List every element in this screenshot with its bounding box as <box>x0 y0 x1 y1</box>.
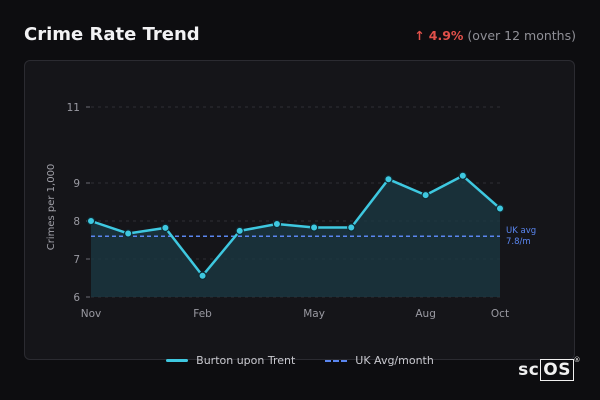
chart-legend: Burton upon Trent UK Avg/month <box>0 354 600 367</box>
data-point <box>123 229 133 238</box>
y-tick-label: 8 <box>73 216 80 228</box>
legend-series-swatch <box>166 359 189 362</box>
data-point <box>272 219 282 229</box>
y-tick-label: 6 <box>73 292 80 304</box>
series-line <box>90 174 501 277</box>
data-point <box>384 174 393 184</box>
data-point <box>458 171 468 180</box>
legend-reference-label: UK Avg/month <box>355 354 434 367</box>
change-indicator: ↑ 4.9% (over 12 months) <box>414 28 576 43</box>
data-point <box>198 271 207 280</box>
logo-text-a: sc <box>518 360 540 380</box>
y-tick-label: 11 <box>67 102 80 114</box>
brand-logo: sc OS ® <box>518 356 581 381</box>
x-tick-label: Oct <box>491 308 509 320</box>
data-point <box>161 223 170 233</box>
y-axis-label: Crimes per 1,000 <box>46 164 57 251</box>
logo-text-b: OS <box>540 359 574 381</box>
reference-label: UK avg <box>506 226 536 236</box>
data-point <box>309 223 319 232</box>
data-point <box>495 204 505 213</box>
change-value: 4.9% <box>428 28 464 43</box>
chart-title: Crime Rate Trend <box>24 24 200 45</box>
reference-value-label: 7.8/m <box>506 237 531 247</box>
legend-reference-swatch <box>325 359 348 362</box>
change-period: (over 12 months) <box>467 28 576 43</box>
x-tick-label: Feb <box>193 308 212 320</box>
x-tick-label: Aug <box>415 308 436 320</box>
x-tick-label: Nov <box>81 308 102 320</box>
legend-item-reference[interactable]: UK Avg/month <box>325 354 434 367</box>
data-point <box>347 223 356 232</box>
change-arrow-icon: ↑ <box>414 28 425 43</box>
legend-series-label: Burton upon Trent <box>196 354 296 367</box>
y-tick-label: 7 <box>73 254 80 266</box>
logo-mark: ® <box>573 356 581 364</box>
data-point <box>86 216 96 226</box>
data-point <box>421 190 430 200</box>
y-tick-label: 9 <box>73 178 80 190</box>
x-tick-label: May <box>303 308 325 320</box>
legend-item-series[interactable]: Burton upon Trent <box>166 354 295 367</box>
data-point <box>235 226 244 236</box>
